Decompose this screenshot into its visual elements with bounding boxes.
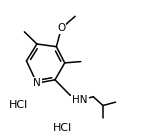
Text: N: N bbox=[33, 78, 41, 88]
Text: O: O bbox=[57, 23, 65, 33]
Text: HCl: HCl bbox=[53, 123, 72, 133]
Text: HCl: HCl bbox=[9, 100, 28, 110]
Text: HN: HN bbox=[72, 95, 88, 105]
